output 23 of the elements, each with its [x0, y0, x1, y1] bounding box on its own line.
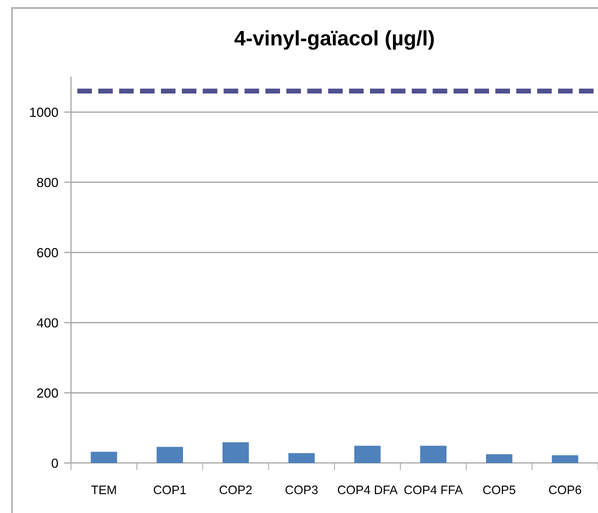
y-tick-label: 800: [37, 178, 58, 188]
x-tick-label: TEM: [91, 486, 116, 494]
bar: [156, 446, 183, 463]
x-tick-label: COP2: [220, 486, 252, 494]
x-tick-label: COP4 DFA: [338, 486, 398, 494]
bar: [420, 446, 446, 463]
bar: [552, 455, 578, 463]
bar: [222, 442, 249, 463]
y-tick-label: 200: [37, 388, 58, 398]
bar: [486, 454, 512, 463]
x-tick-label: COP5: [483, 486, 516, 494]
bar: [90, 452, 118, 463]
x-tick-label: COP6: [549, 486, 582, 494]
x-tick-label: COP1: [154, 486, 186, 494]
y-tick-label: 400: [36, 318, 58, 328]
x-tick-label: COP3: [286, 486, 318, 494]
y-tick-label: 1000: [30, 108, 58, 117]
chart-title: 4-vinyl-gaïacol (µg/l): [234, 30, 434, 50]
bar: [354, 446, 381, 463]
y-tick-label: 600: [37, 248, 58, 258]
bar: [288, 453, 315, 463]
y-tick-label: 0: [52, 458, 58, 468]
x-tick-label: COP4 FFA: [404, 486, 463, 494]
